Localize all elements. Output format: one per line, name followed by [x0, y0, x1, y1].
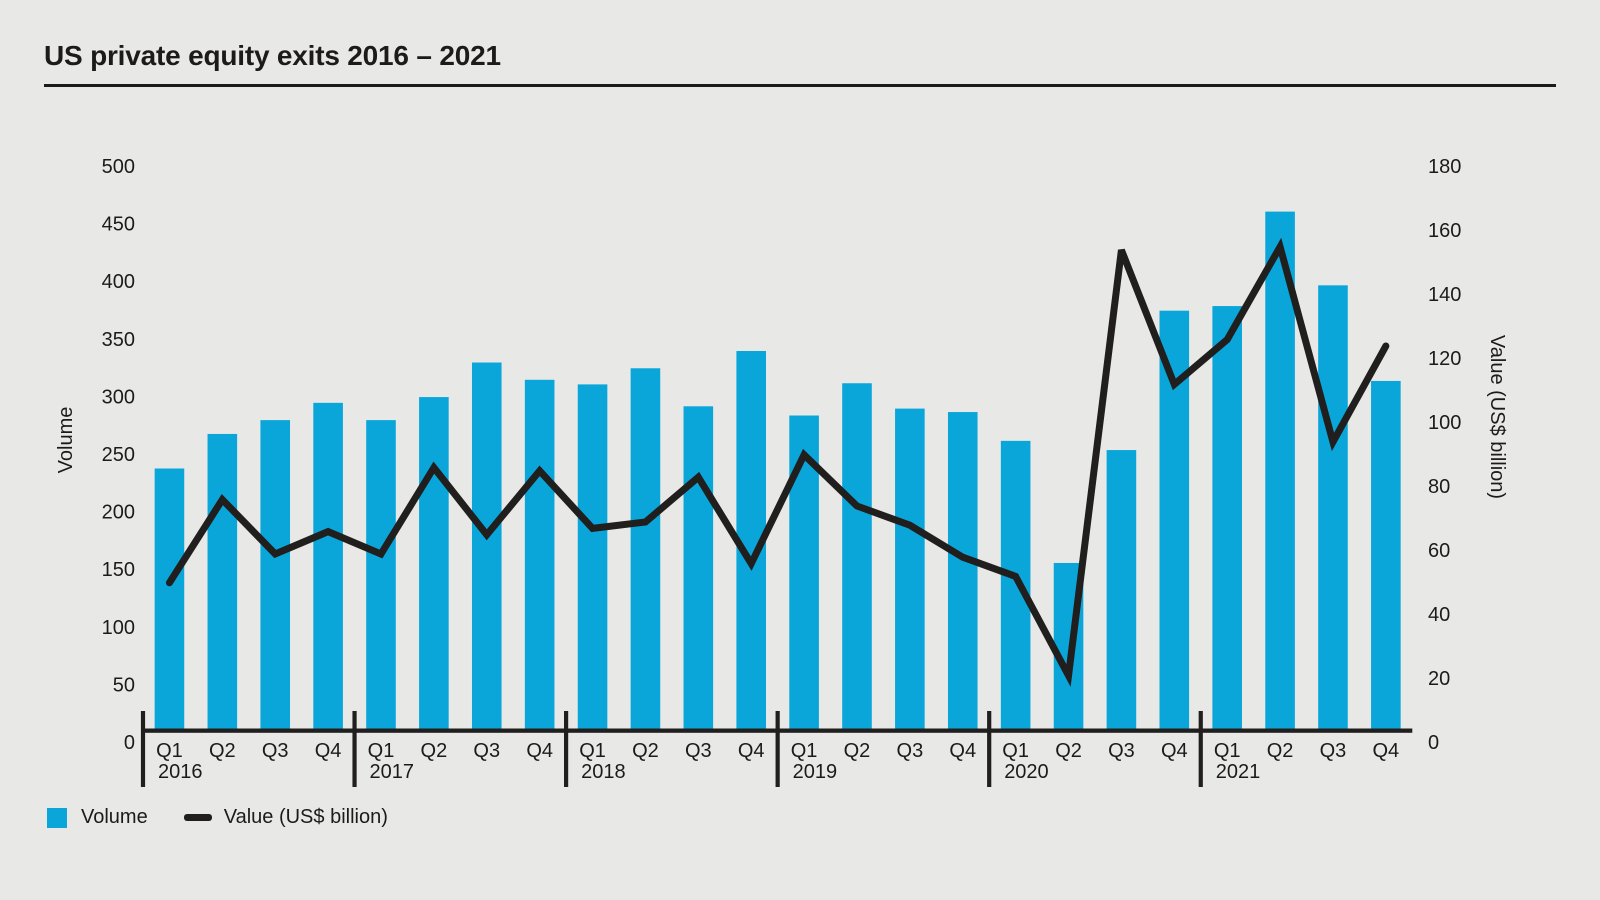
right-axis-tick-20: 20	[1428, 668, 1450, 690]
left-axis-tick-450: 450	[102, 214, 135, 236]
x-tick-q4-2017: Q4	[526, 740, 553, 762]
x-tick-q1-2021: Q1	[1214, 740, 1241, 762]
value-line	[165, 237, 1390, 687]
x-tick-q1-2018: Q1	[579, 740, 606, 762]
x-tick-q1-2016: Q1	[156, 740, 183, 762]
volume-bar-q3-2017	[471, 362, 502, 730]
title-rule	[44, 84, 1556, 87]
left-axis-tick-0: 0	[124, 732, 135, 754]
right-axis-title: Value (US$ billion)	[1486, 335, 1508, 499]
year-separator-2021	[1198, 711, 1203, 787]
x-tick-q2-2018: Q2	[632, 740, 659, 762]
x-tick-q1-2017: Q1	[368, 740, 395, 762]
volume-bar-q2-2021	[1265, 211, 1295, 731]
left-axis-tick-150: 150	[102, 559, 135, 581]
x-tick-q4-2019: Q4	[949, 740, 976, 762]
year-separator-2019	[775, 711, 780, 787]
x-tick-q3-2020: Q3	[1108, 740, 1135, 762]
year-separator-2017	[352, 711, 357, 787]
left-axis-tick-50: 50	[113, 674, 135, 696]
x-tick-q2-2020: Q2	[1055, 740, 1082, 762]
value-line-swatch-icon	[183, 814, 212, 821]
x-tick-q3-2019: Q3	[897, 740, 924, 762]
x-tick-q1-2019: Q1	[791, 740, 818, 762]
x-tick-q3-2018: Q3	[685, 740, 712, 762]
x-tick-q4-2021: Q4	[1373, 740, 1400, 762]
right-axis-tick-140: 140	[1428, 284, 1461, 306]
year-label-2016: 2016	[158, 761, 203, 783]
right-axis-tick-0: 0	[1428, 732, 1439, 754]
right-axis-tick-40: 40	[1428, 604, 1450, 626]
right-axis-tick-120: 120	[1428, 348, 1461, 370]
left-axis-tick-100: 100	[102, 617, 135, 639]
x-tick-q2-2019: Q2	[844, 740, 871, 762]
volume-bar-q2-2017	[419, 397, 449, 730]
volume-bar-q4-2019	[947, 412, 978, 730]
year-label-2021: 2021	[1216, 761, 1261, 783]
volume-bar-q1-2016	[154, 468, 185, 730]
right-axis-tick-160: 160	[1428, 220, 1461, 242]
x-tick-q4-2020: Q4	[1161, 740, 1188, 762]
left-axis-tick-200: 200	[102, 502, 135, 524]
volume-bar-q4-2016	[313, 402, 343, 730]
x-tick-q4-2018: Q4	[738, 740, 765, 762]
x-tick-q4-2016: Q4	[315, 740, 342, 762]
x-tick-q1-2020: Q1	[1002, 740, 1029, 762]
volume-bar-q2-2016	[207, 433, 238, 730]
chart-title: US private equity exits 2016 – 2021	[44, 40, 501, 71]
left-axis-tick-300: 300	[102, 386, 135, 408]
left-axis-tick-400: 400	[102, 271, 135, 293]
year-separator-2018	[564, 711, 569, 787]
volume-bar-q1-2021	[1212, 306, 1242, 730]
volume-bar-q4-2017	[524, 379, 555, 730]
year-label-2018: 2018	[581, 761, 626, 783]
left-axis-tick-500: 500	[102, 156, 135, 178]
right-axis-tick-80: 80	[1428, 476, 1450, 498]
legend-item-value: Value (US$ billion)	[183, 806, 388, 829]
volume-swatch-icon	[47, 807, 67, 828]
x-tick-q3-2016: Q3	[262, 740, 289, 762]
volume-bar-q1-2018	[577, 384, 608, 730]
x-tick-q2-2016: Q2	[209, 740, 236, 762]
volume-bar-q1-2017	[366, 420, 396, 730]
right-axis-tick-180: 180	[1428, 156, 1461, 178]
chart-legend: Volume Value (US$ billion)	[47, 806, 388, 829]
year-label-2019: 2019	[793, 761, 838, 783]
x-tick-q3-2017: Q3	[473, 740, 500, 762]
left-axis-title: Volume	[55, 407, 77, 474]
right-axis-tick-100: 100	[1428, 412, 1461, 434]
volume-bar-q4-2021	[1371, 380, 1401, 730]
x-tick-q2-2021: Q2	[1267, 740, 1294, 762]
year-separator-2020	[987, 711, 992, 787]
year-separator-2016	[140, 711, 146, 787]
left-axis-tick-250: 250	[102, 444, 135, 466]
volume-bar-q3-2019	[895, 408, 925, 730]
legend-value-label: Value (US$ billion)	[223, 806, 388, 828]
left-axis-tick-350: 350	[102, 329, 135, 351]
year-label-2020: 2020	[1004, 761, 1048, 783]
volume-bar-q3-2021	[1318, 285, 1348, 730]
volume-bar-q2-2018	[630, 368, 661, 730]
volume-bar-q3-2016	[260, 420, 291, 730]
x-tick-q3-2021: Q3	[1320, 740, 1347, 762]
volume-bar-q3-2020	[1106, 450, 1137, 730]
right-axis-tick-60: 60	[1428, 540, 1450, 562]
year-label-2017: 2017	[370, 761, 415, 783]
x-tick-q2-2017: Q2	[421, 740, 448, 762]
volume-bar-q3-2018	[683, 406, 714, 730]
legend-item-volume: Volume	[47, 806, 148, 829]
legend-volume-label: Volume	[81, 806, 148, 828]
volume-bar-q2-2019	[842, 383, 872, 730]
volume-bar-q1-2020	[1000, 440, 1031, 730]
